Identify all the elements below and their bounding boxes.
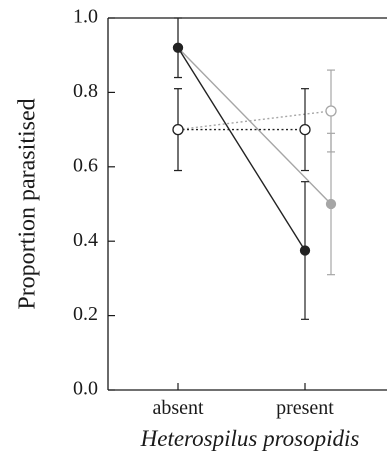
data-point: [299, 245, 311, 256]
y-tick-label: 1.0: [73, 6, 98, 28]
series-line: [177, 47, 306, 251]
series-3: [172, 69, 337, 172]
y-tick-label: 0.4: [73, 229, 98, 251]
data-point: [172, 123, 184, 136]
y-tick-label: 0.6: [73, 154, 98, 176]
data-point: [172, 42, 184, 53]
x-axis-title: Heterospilus prosopidis: [140, 426, 360, 451]
x-ticks: absent present: [152, 383, 334, 419]
y-tick-label: 0.0: [73, 378, 98, 400]
data-point: [325, 105, 337, 117]
x-tick-label: present: [276, 397, 334, 419]
series-line: [177, 47, 332, 205]
y-tick-label: 0.8: [73, 80, 98, 102]
data-point: [325, 198, 337, 210]
series-layer: [172, 17, 337, 320]
x-tick-label: absent: [152, 397, 204, 419]
series-1: [172, 88, 311, 172]
series-2: [172, 17, 337, 276]
y-axis-title: Proportion parasitised: [15, 98, 41, 309]
data-point: [299, 123, 311, 136]
axes: [107, 17, 387, 391]
y-tick-label: 0.2: [73, 303, 98, 325]
series-0: [172, 17, 311, 320]
series-line: [177, 110, 332, 131]
y-ticks: 0.0 0.2 0.4 0.6 0.8 1.0: [73, 6, 115, 400]
